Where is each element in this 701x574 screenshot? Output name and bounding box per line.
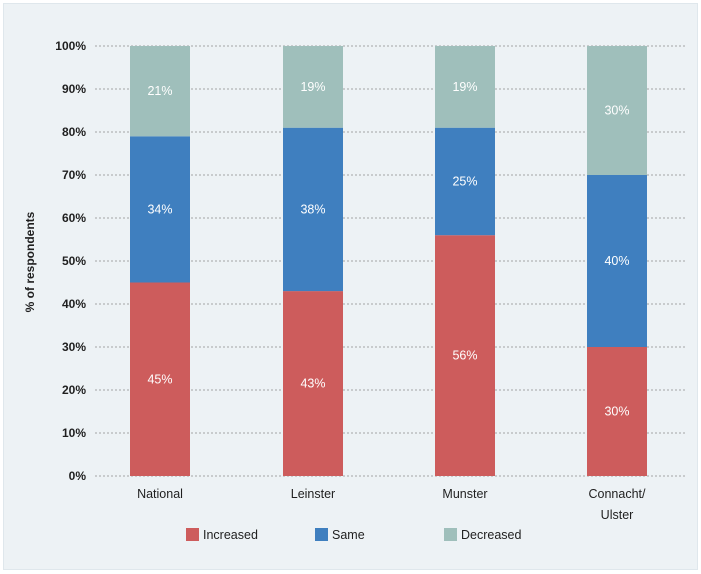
data-label: 19% [452, 80, 477, 94]
chart-frame [3, 3, 698, 570]
bar-segment [587, 175, 647, 347]
y-tick-label: 80% [62, 125, 86, 139]
legend-label: Decreased [461, 528, 521, 542]
bar-segment [435, 235, 495, 476]
category-label: National [137, 487, 183, 501]
data-label: 25% [452, 174, 477, 188]
data-label: 56% [452, 349, 477, 363]
legend-swatch [315, 528, 328, 541]
legend-label: Increased [203, 528, 258, 542]
y-tick-label: 90% [62, 82, 86, 96]
y-tick-label: 30% [62, 340, 86, 354]
category-label: Ulster [601, 508, 634, 522]
y-tick-labels: 0% 10% 20% 30% 40% 50% 60% 70% 80% 90% 100% [55, 39, 86, 483]
legend-swatch [186, 528, 199, 541]
data-label: 19% [300, 80, 325, 94]
bar-segment [435, 127, 495, 236]
category-label: Connacht/ [589, 487, 647, 501]
bar-segment [587, 46, 647, 175]
y-tick-label: 20% [62, 383, 86, 397]
data-label: 21% [147, 84, 172, 98]
y-tick-label: 50% [62, 254, 86, 268]
bar-segment [283, 291, 343, 476]
bar-segment [130, 282, 190, 476]
bar-segment [130, 46, 190, 137]
data-label: 30% [604, 405, 629, 419]
data-label: 43% [300, 377, 325, 391]
bar-segment [283, 127, 343, 292]
legend-label: Same [332, 528, 365, 542]
legend-swatch [444, 528, 457, 541]
legend: Increased Same Decreased [186, 528, 521, 542]
y-tick-label: 60% [62, 211, 86, 225]
data-label: 34% [147, 202, 172, 216]
bar-segment [587, 347, 647, 476]
y-axis-label: % of respondents [23, 211, 37, 312]
category-label: Leinster [291, 487, 335, 501]
y-tick-label: 40% [62, 297, 86, 311]
bar-segment [130, 136, 190, 283]
data-label: 45% [147, 372, 172, 386]
category-label: Munster [442, 487, 487, 501]
bar-segment [435, 46, 495, 128]
data-label: 30% [604, 104, 629, 118]
y-tick-label: 100% [55, 39, 86, 53]
bar-segment [283, 46, 343, 128]
bars: 45% 34% 21% 43% 38% 19% 56% 25% 19% 30% 40% 30% [130, 46, 647, 476]
data-label: 40% [604, 254, 629, 268]
y-tick-label: 70% [62, 168, 86, 182]
data-label: 38% [300, 202, 325, 216]
category-labels: National Leinster Munster Connacht/Ulster [137, 487, 646, 522]
y-tick-label: 0% [69, 469, 87, 483]
y-tick-label: 10% [62, 426, 86, 440]
